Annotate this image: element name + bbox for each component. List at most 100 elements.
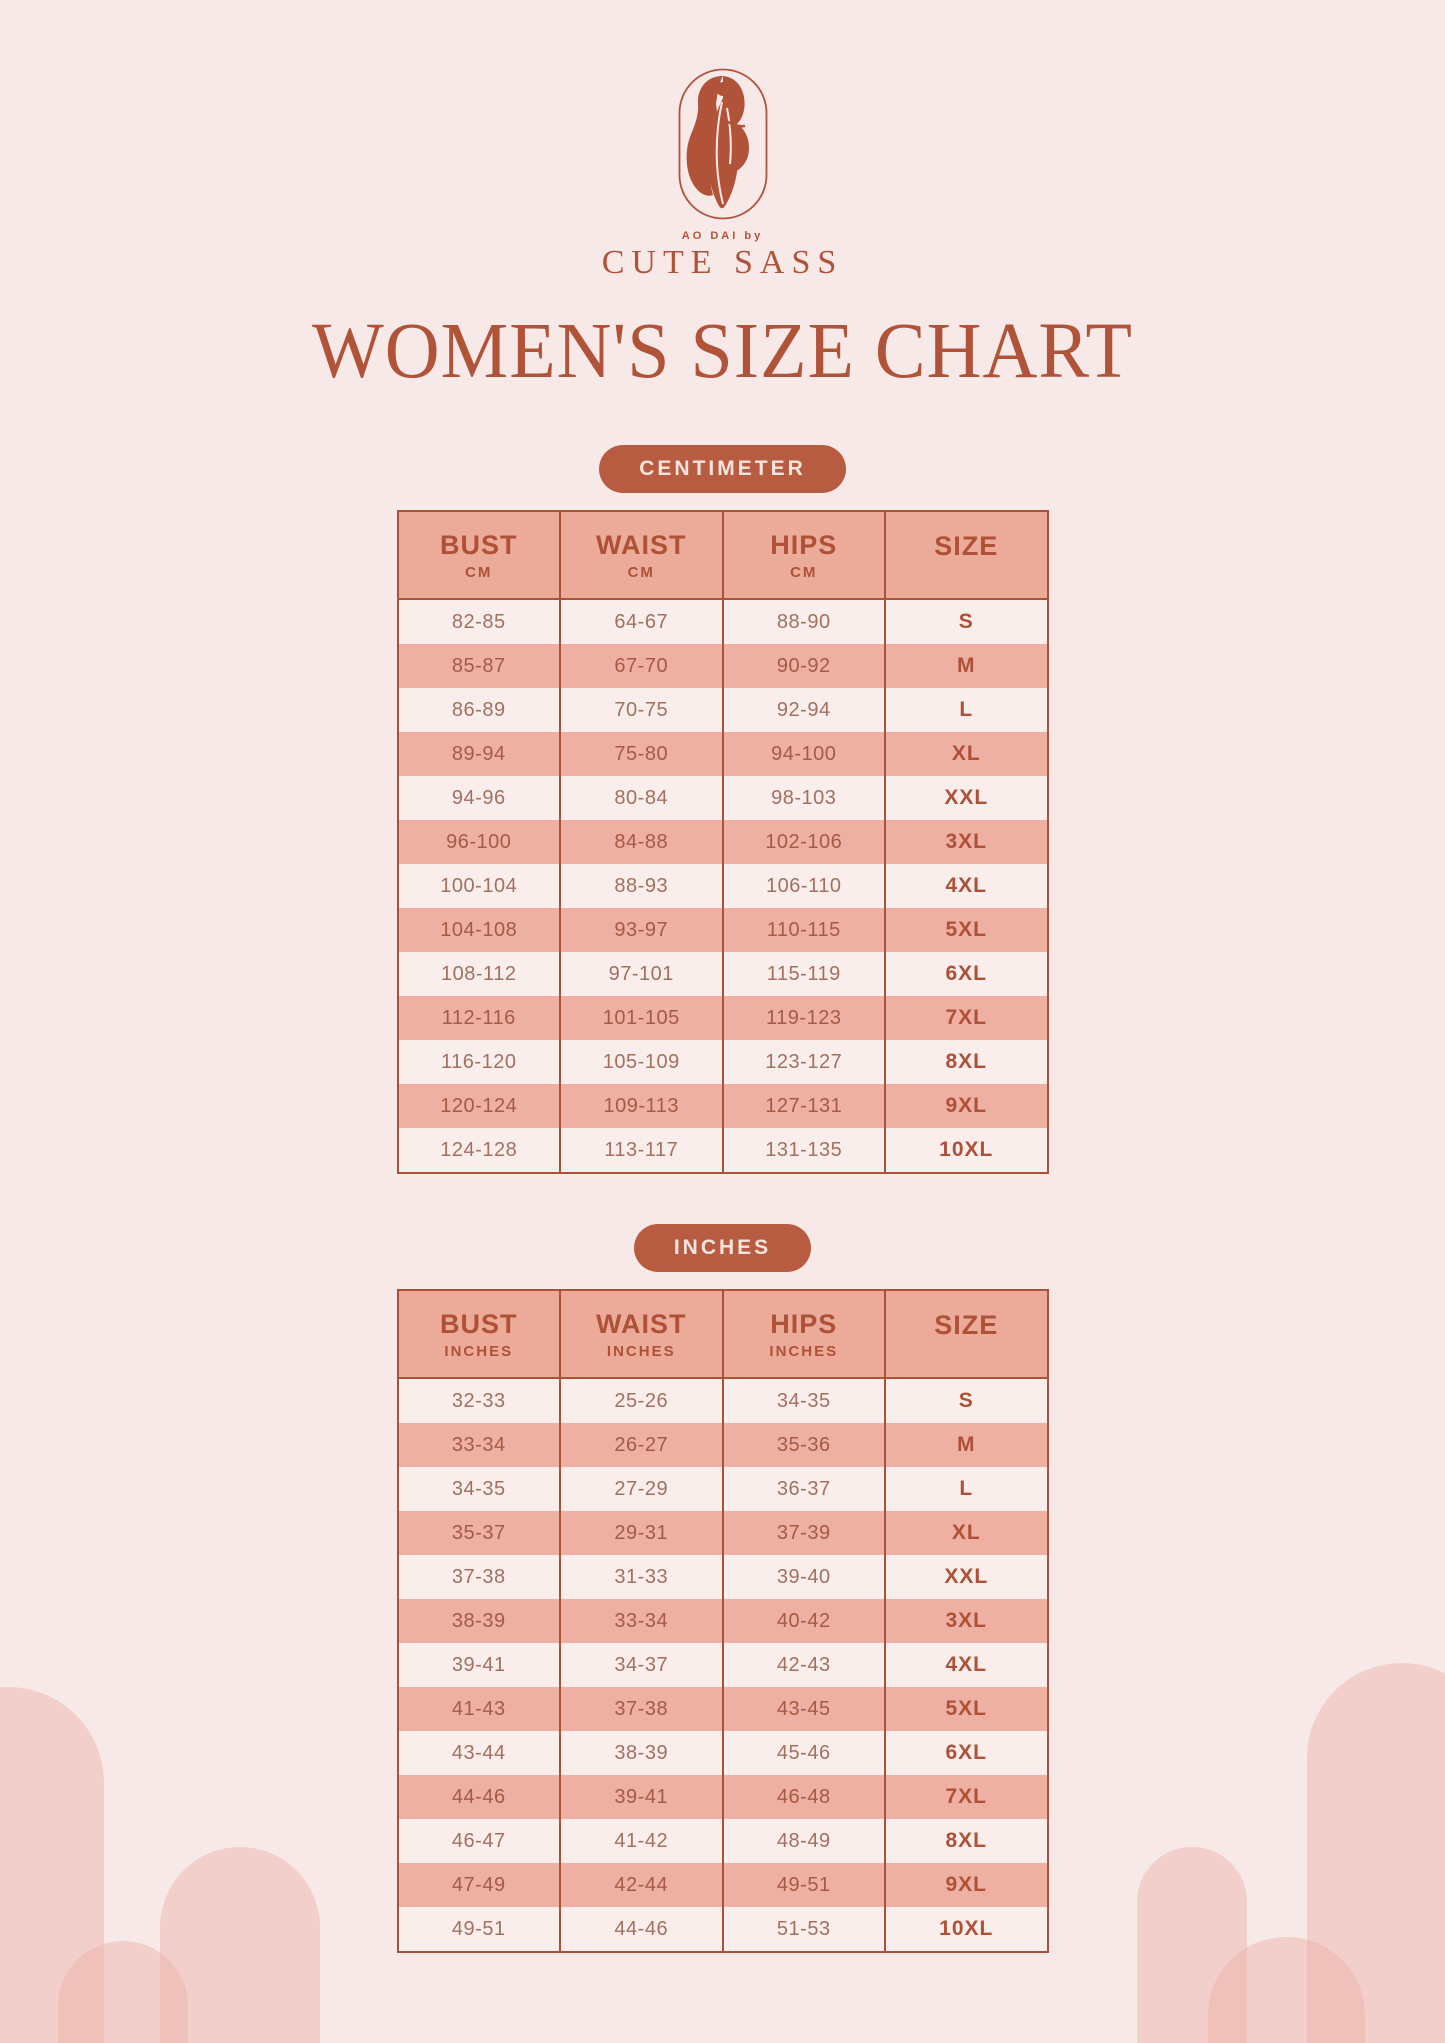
measurement-cell: 64-67 <box>559 599 723 644</box>
measurement-cell: 37-39 <box>721 1511 885 1555</box>
size-cell: 5XL <box>884 908 1048 952</box>
measurement-cell: 131-135 <box>721 1128 885 1173</box>
size-table-cm: BUST CM WAIST CM HIPS CM SIZE <box>396 510 1049 1174</box>
measurement-cell: 41-42 <box>559 1819 723 1863</box>
measurement-cell: 27-29 <box>559 1467 723 1511</box>
woman-aodai-logo-icon <box>678 68 767 220</box>
column-header-size: SIZE <box>884 511 1048 600</box>
measurement-cell: 38-39 <box>397 1599 560 1643</box>
table-row: 49-51 44-46 51-53 10XL <box>397 1907 1048 1952</box>
measurement-cell: 46-47 <box>397 1819 560 1863</box>
measurement-cell: 29-31 <box>559 1511 723 1555</box>
size-cell: XL <box>884 1511 1048 1555</box>
column-header-bust: BUST CM <box>397 511 560 600</box>
measurement-cell: 82-85 <box>397 599 560 644</box>
measurement-cell: 35-37 <box>397 1511 560 1555</box>
size-cell: 10XL <box>884 1128 1048 1173</box>
measurement-cell: 49-51 <box>397 1907 560 1952</box>
table-row: 116-120 105-109 123-127 8XL <box>397 1040 1048 1084</box>
column-header-waist: WAIST INCHES <box>559 1290 723 1379</box>
size-cell: 9XL <box>884 1863 1048 1907</box>
table-row: 124-128 113-117 131-135 10XL <box>397 1128 1048 1173</box>
measurement-cell: 127-131 <box>721 1084 885 1128</box>
measurement-cell: 86-89 <box>397 688 560 732</box>
measurement-cell: 51-53 <box>721 1907 885 1952</box>
table-row: 33-34 26-27 35-36 M <box>397 1423 1048 1467</box>
size-cell: 4XL <box>884 1643 1048 1687</box>
table-row: 43-44 38-39 45-46 6XL <box>397 1731 1048 1775</box>
measurement-cell: 109-113 <box>559 1084 723 1128</box>
measurement-cell: 100-104 <box>397 864 560 908</box>
measurement-cell: 25-26 <box>559 1378 723 1423</box>
measurement-cell: 106-110 <box>721 864 885 908</box>
measurement-cell: 92-94 <box>721 688 885 732</box>
measurement-cell: 84-88 <box>559 820 723 864</box>
column-header-bust: BUST INCHES <box>397 1290 560 1379</box>
measurement-cell: 31-33 <box>559 1555 723 1599</box>
decorative-arch <box>0 1687 104 2043</box>
unit-badge-inches: INCHES <box>633 1224 812 1272</box>
table-row: 32-33 25-26 34-35 S <box>397 1378 1048 1423</box>
table-row: 44-46 39-41 46-48 7XL <box>397 1775 1048 1819</box>
measurement-cell: 37-38 <box>559 1687 723 1731</box>
measurement-cell: 70-75 <box>559 688 723 732</box>
measurement-cell: 93-97 <box>559 908 723 952</box>
column-header-hips: HIPS CM <box>721 511 885 600</box>
table-row: 96-100 84-88 102-106 3XL <box>397 820 1048 864</box>
size-cell: S <box>884 1378 1048 1423</box>
table-row: 94-96 80-84 98-103 XXL <box>397 776 1048 820</box>
measurement-cell: 101-105 <box>559 996 723 1040</box>
size-cell: 4XL <box>884 864 1048 908</box>
measurement-cell: 33-34 <box>559 1599 723 1643</box>
measurement-cell: 112-116 <box>397 996 560 1040</box>
measurement-cell: 42-44 <box>559 1863 723 1907</box>
column-header-size: SIZE <box>884 1290 1048 1379</box>
size-cell: L <box>884 688 1048 732</box>
size-cell: 7XL <box>884 1775 1048 1819</box>
measurement-cell: 119-123 <box>721 996 885 1040</box>
table-row: 41-43 37-38 43-45 5XL <box>397 1687 1048 1731</box>
decorative-arch <box>160 1847 320 2043</box>
size-cell: 6XL <box>884 952 1048 996</box>
measurement-cell: 90-92 <box>721 644 885 688</box>
size-cell: 3XL <box>884 820 1048 864</box>
size-cell: XL <box>884 732 1048 776</box>
column-header-waist: WAIST CM <box>559 511 723 600</box>
measurement-cell: 41-43 <box>397 1687 560 1731</box>
measurement-cell: 43-45 <box>721 1687 885 1731</box>
measurement-cell: 39-41 <box>397 1643 560 1687</box>
size-cell: 8XL <box>884 1040 1048 1084</box>
size-cell: 6XL <box>884 1731 1048 1775</box>
measurement-cell: 26-27 <box>559 1423 723 1467</box>
header-row: BUST CM WAIST CM HIPS CM SIZE <box>397 511 1048 600</box>
table-row: 108-112 97-101 115-119 6XL <box>397 952 1048 996</box>
measurement-cell: 39-41 <box>559 1775 723 1819</box>
measurement-cell: 80-84 <box>559 776 723 820</box>
column-header-hips: HIPS INCHES <box>721 1290 885 1379</box>
measurement-cell: 42-43 <box>721 1643 885 1687</box>
measurement-cell: 44-46 <box>559 1907 723 1952</box>
section-inches: INCHES BUST INCHES WAIST INCHES HIPS INC… <box>0 1174 1445 1953</box>
measurement-cell: 34-35 <box>721 1378 885 1423</box>
table-row: 86-89 70-75 92-94 L <box>397 688 1048 732</box>
brand-tagline: AO DAI by <box>681 230 764 242</box>
size-cell: XXL <box>884 1555 1048 1599</box>
measurement-cell: 116-120 <box>397 1040 560 1084</box>
measurement-cell: 45-46 <box>721 1731 885 1775</box>
measurement-cell: 123-127 <box>721 1040 885 1084</box>
brand-logo: AO DAI by CUTE SASS <box>0 68 1445 282</box>
table-row: 34-35 27-29 36-37 L <box>397 1467 1048 1511</box>
measurement-cell: 98-103 <box>721 776 885 820</box>
measurement-cell: 85-87 <box>397 644 560 688</box>
size-chart-poster: AO DAI by CUTE SASS WOMEN'S SIZE CHART C… <box>0 68 1445 1953</box>
measurement-cell: 94-100 <box>721 732 885 776</box>
measurement-cell: 38-39 <box>559 1731 723 1775</box>
page-title: WOMEN'S SIZE CHART <box>312 307 1133 395</box>
measurement-cell: 48-49 <box>721 1819 885 1863</box>
header-row: BUST INCHES WAIST INCHES HIPS INCHES SIZ… <box>397 1290 1048 1379</box>
measurement-cell: 88-90 <box>721 599 885 644</box>
measurement-cell: 43-44 <box>397 1731 560 1775</box>
table-row: 46-47 41-42 48-49 8XL <box>397 1819 1048 1863</box>
size-cell: 9XL <box>884 1084 1048 1128</box>
size-cell: M <box>884 1423 1048 1467</box>
